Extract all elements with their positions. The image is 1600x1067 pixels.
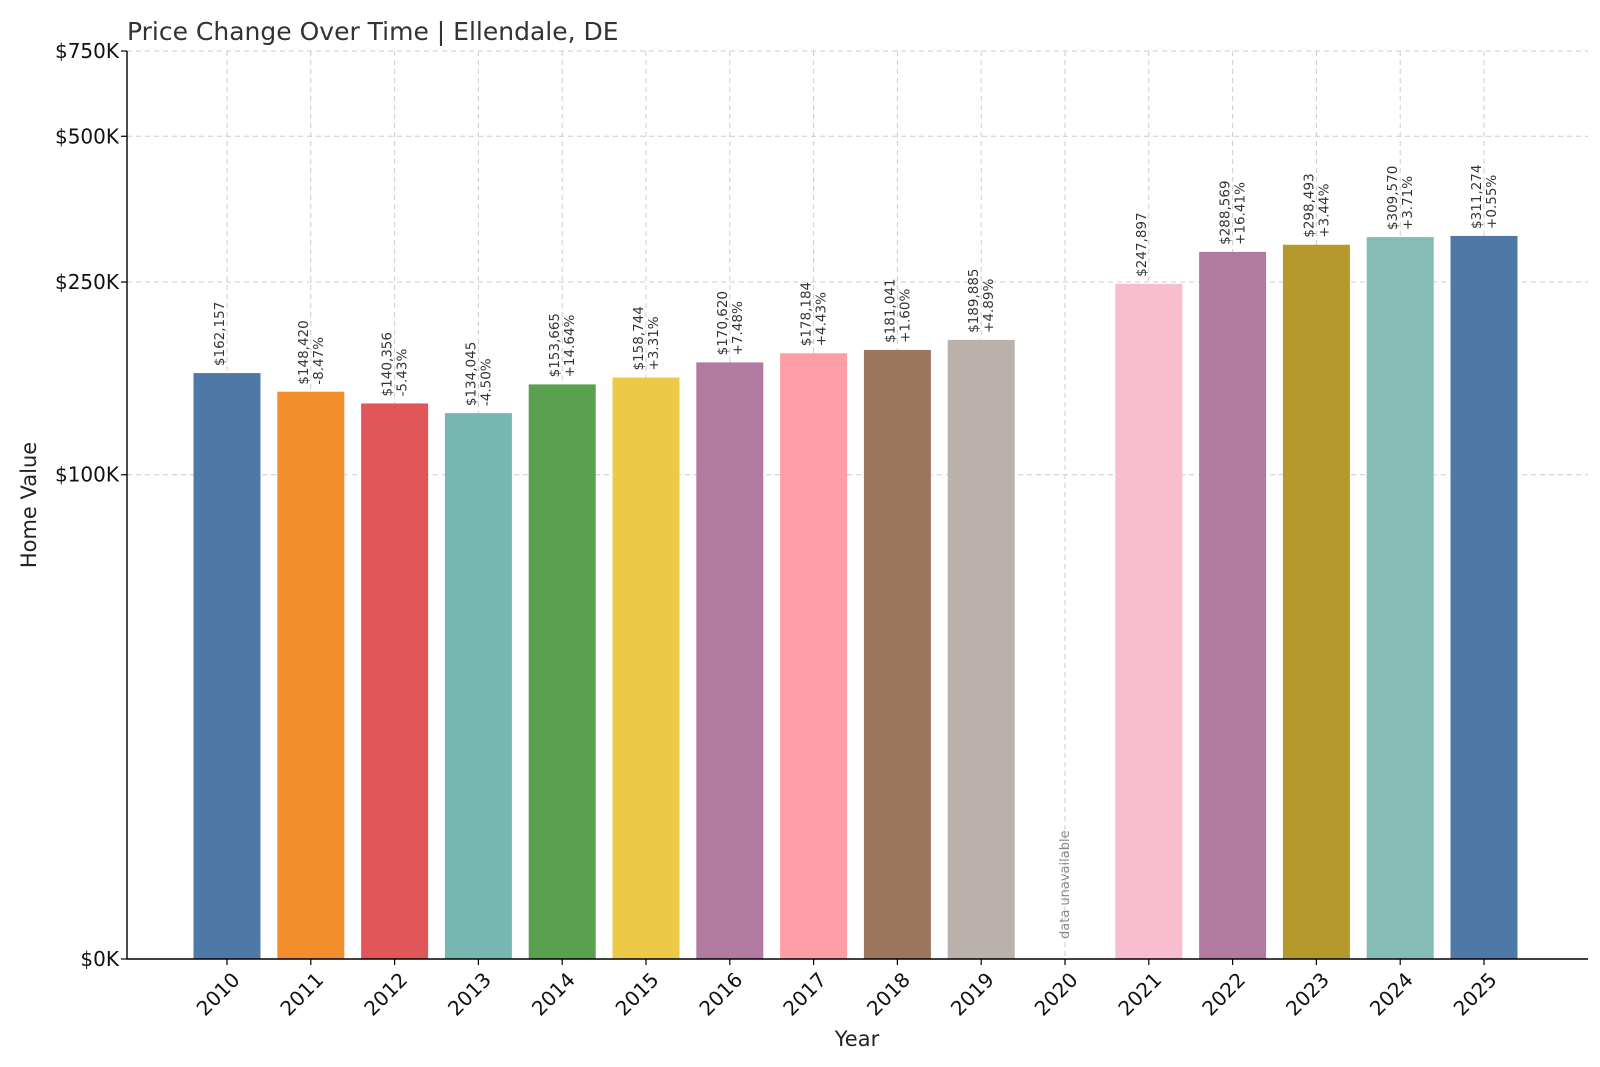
y-tick-label: $500K xyxy=(55,124,120,148)
bar-change-text: +16.41% xyxy=(1233,182,1249,245)
bar-value-text: $158,744 xyxy=(631,306,647,370)
bar-value-text: $162,157 xyxy=(212,302,228,366)
y-tick-label: $100K xyxy=(55,463,120,487)
x-tick-label-2019: 2019 xyxy=(946,968,999,1021)
bar-2011 xyxy=(277,391,345,959)
bar-change-text: +3.31% xyxy=(646,316,662,370)
bar-change-text: -5.43% xyxy=(395,349,411,397)
x-tick-label-2014: 2014 xyxy=(527,968,580,1021)
bar-value-label-2010: $162,157 xyxy=(212,302,228,366)
bar-value-text: $189,885 xyxy=(966,268,982,332)
bar-2013 xyxy=(444,413,512,959)
bar-value-text: $148,420 xyxy=(296,320,312,384)
bar-change-text: -4.50% xyxy=(478,358,494,406)
bar-change-text: +3.44% xyxy=(1316,183,1332,237)
x-tick-label-2020: 2020 xyxy=(1030,968,1083,1021)
bar-2023 xyxy=(1282,244,1350,959)
bar-value-label-2018: $181,041+1.60% xyxy=(882,278,913,342)
bar-value-label-2021: $247,897 xyxy=(1134,212,1150,276)
x-tick-label-2024: 2024 xyxy=(1365,968,1418,1021)
bar-value-label-2024: $309,570+3.71% xyxy=(1385,166,1416,230)
bar-2012 xyxy=(361,403,429,960)
missing-data-label-2020: data unavailable xyxy=(1058,830,1073,939)
bar-2021 xyxy=(1115,283,1183,959)
bar-change-text: +3.71% xyxy=(1400,176,1416,230)
x-tick-label-2010: 2010 xyxy=(192,968,245,1021)
x-tick-label-2022: 2022 xyxy=(1197,968,1250,1021)
bar-value-label-2011: $148,420-8.47% xyxy=(296,320,327,384)
bar-value-text: $311,274 xyxy=(1469,165,1485,229)
bar-value-label-2022: $288,569+16.41% xyxy=(1218,180,1249,244)
bars xyxy=(193,235,1518,960)
bar-change-text: +14.64% xyxy=(562,314,578,377)
bar-change-text: +4.43% xyxy=(814,292,830,346)
x-tick-label-2011: 2011 xyxy=(275,968,328,1021)
bar-value-label-2017: $178,184+4.43% xyxy=(799,282,830,346)
x-ticks: 2010 2011 2012 2013 2014 2015 2016 2017 2018 2019… xyxy=(192,959,1502,1021)
bar-2022 xyxy=(1199,251,1267,959)
bar-2014 xyxy=(528,384,596,959)
bar-value-label-2013: $134,045-4.50% xyxy=(463,342,494,406)
bar-value-label-2023: $298,493+3.44% xyxy=(1301,173,1332,237)
bar-2016 xyxy=(696,362,764,960)
bar-2019 xyxy=(947,339,1015,959)
x-tick-label-2021: 2021 xyxy=(1113,968,1166,1021)
x-tick-label-2023: 2023 xyxy=(1281,968,1334,1021)
bar-2018 xyxy=(863,349,931,960)
x-tick-label-2017: 2017 xyxy=(778,968,831,1021)
bar-labels: $162,157 $148,420-8.47% $140,356-5.43% $134… xyxy=(212,165,1500,939)
bar-change-text: +1.60% xyxy=(897,289,913,343)
chart-title: Price Change Over Time | Ellendale, DE xyxy=(127,17,619,46)
y-ticks: $0K $100K $250K $500K $750K xyxy=(55,39,127,971)
bar-value-text: $247,897 xyxy=(1134,212,1150,276)
x-tick-label-2012: 2012 xyxy=(359,968,412,1021)
y-tick-label: $750K xyxy=(55,39,120,63)
bar-change-text: +4.89% xyxy=(981,279,997,333)
bar-value-text: $309,570 xyxy=(1385,166,1401,230)
bar-value-text: $140,356 xyxy=(380,332,396,396)
x-tick-label-2018: 2018 xyxy=(862,968,915,1021)
bar-value-label-2014: $153,665+14.64% xyxy=(547,313,578,377)
bar-2025 xyxy=(1450,235,1518,959)
bar-2024 xyxy=(1366,237,1434,959)
x-axis-label: Year xyxy=(834,1027,880,1051)
y-axis-label: Home Value xyxy=(17,442,41,568)
bar-2017 xyxy=(780,353,848,960)
bar-value-text: $153,665 xyxy=(547,313,563,377)
bar-value-text: $170,620 xyxy=(715,291,731,355)
axes xyxy=(126,51,1588,960)
bar-value-label-2019: $189,885+4.89% xyxy=(966,268,997,332)
bar-2015 xyxy=(612,377,680,960)
x-tick-label-2013: 2013 xyxy=(443,968,496,1021)
bar-value-label-2016: $170,620+7.48% xyxy=(715,291,746,355)
y-tick-label: $250K xyxy=(55,270,120,294)
bar-value-text: $134,045 xyxy=(463,342,479,406)
bar-value-label-2015: $158,744+3.31% xyxy=(631,306,662,370)
x-tick-label-2025: 2025 xyxy=(1449,968,1502,1021)
bar-change-text: -8.47% xyxy=(311,337,327,385)
bar-value-text: $181,041 xyxy=(882,278,898,342)
y-tick-label: $0K xyxy=(80,947,119,971)
bar-value-text: $288,569 xyxy=(1218,180,1234,244)
bar-value-label-2012: $140,356-5.43% xyxy=(380,332,411,396)
bar-value-label-2025: $311,274+0.55% xyxy=(1469,165,1500,229)
bar-change-text: +0.55% xyxy=(1484,175,1500,229)
bar-value-text: $298,493 xyxy=(1301,173,1317,237)
x-tick-label-2016: 2016 xyxy=(694,968,747,1021)
x-tick-label-2015: 2015 xyxy=(611,968,664,1021)
bar-2010 xyxy=(193,373,261,959)
bar-change-text: +7.48% xyxy=(730,301,746,355)
bar-value-text: $178,184 xyxy=(799,282,815,346)
